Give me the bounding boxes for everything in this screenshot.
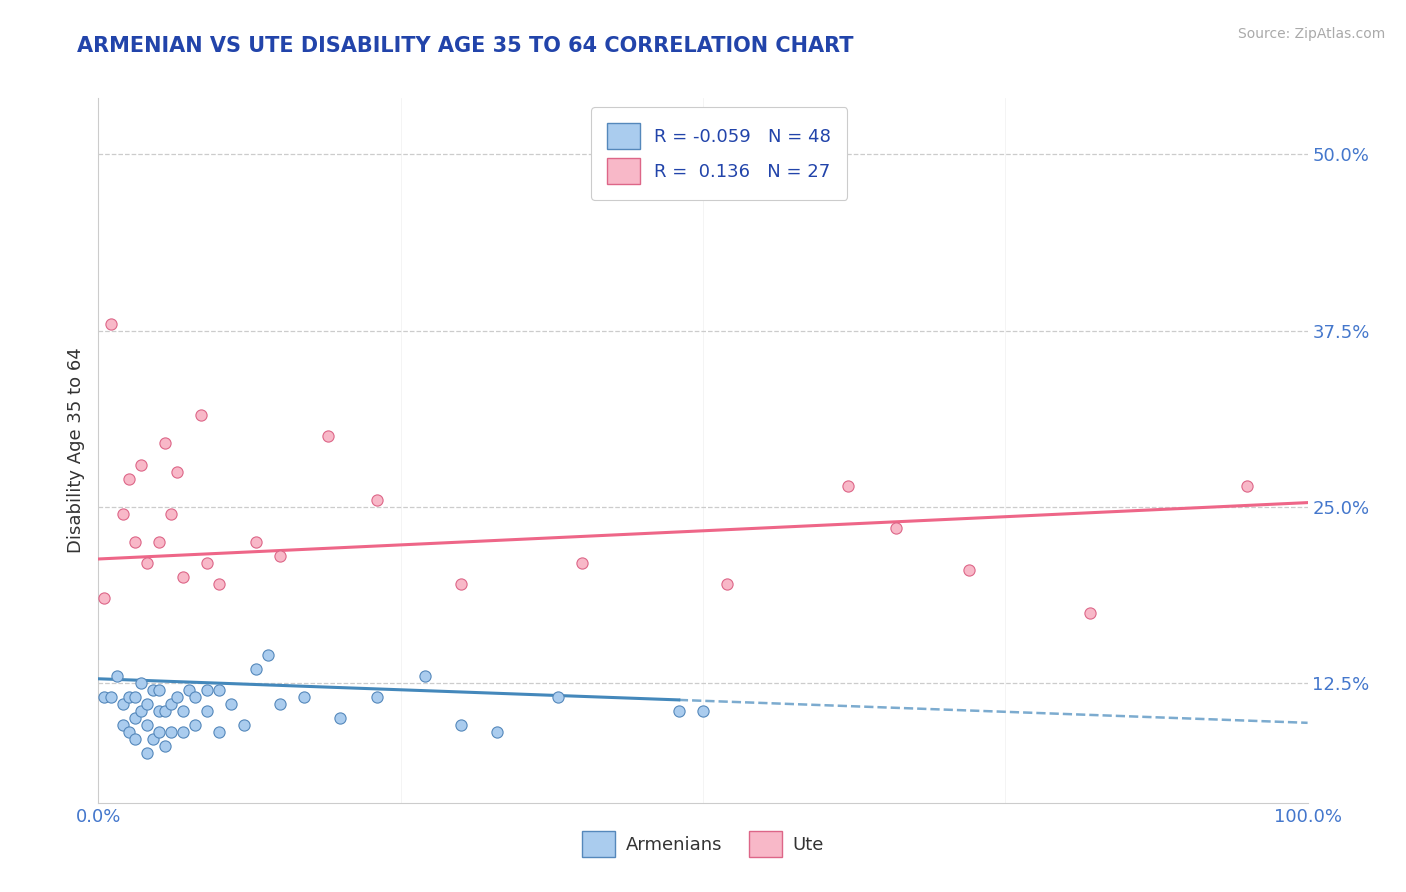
Point xyxy=(124,690,146,705)
Point xyxy=(142,732,165,747)
Point xyxy=(111,507,134,521)
Point xyxy=(148,683,170,698)
Point xyxy=(221,697,243,711)
Point xyxy=(148,704,170,718)
Point xyxy=(100,690,122,705)
Point xyxy=(118,725,141,739)
Point xyxy=(105,669,128,683)
Point xyxy=(93,591,115,606)
Point xyxy=(124,711,146,725)
Point xyxy=(153,704,176,718)
Point xyxy=(269,697,291,711)
Point xyxy=(179,683,201,698)
Point xyxy=(957,563,980,577)
Point xyxy=(232,718,254,732)
Point xyxy=(153,436,176,450)
Point xyxy=(208,683,231,698)
Point xyxy=(184,690,207,705)
Point xyxy=(316,429,339,443)
Point xyxy=(118,472,141,486)
Point xyxy=(245,662,267,676)
Text: Source: ZipAtlas.com: Source: ZipAtlas.com xyxy=(1237,27,1385,41)
Point xyxy=(129,676,152,690)
Point xyxy=(1236,478,1258,492)
Point xyxy=(269,549,291,564)
Point xyxy=(160,697,183,711)
Legend: Armenians, Ute: Armenians, Ute xyxy=(575,824,831,864)
Point xyxy=(135,697,157,711)
Y-axis label: Disability Age 35 to 64: Disability Age 35 to 64 xyxy=(66,348,84,553)
Point xyxy=(692,704,714,718)
Point xyxy=(837,478,859,492)
Point xyxy=(547,690,569,705)
Point xyxy=(195,704,218,718)
Point xyxy=(172,725,194,739)
Point xyxy=(329,711,352,725)
Point xyxy=(160,725,183,739)
Point xyxy=(716,577,738,591)
Point xyxy=(148,535,170,549)
Point xyxy=(245,535,267,549)
Point xyxy=(160,507,183,521)
Point xyxy=(166,465,188,479)
Point xyxy=(148,725,170,739)
Point xyxy=(413,669,436,683)
Text: ARMENIAN VS UTE DISABILITY AGE 35 TO 64 CORRELATION CHART: ARMENIAN VS UTE DISABILITY AGE 35 TO 64 … xyxy=(77,36,853,55)
Point xyxy=(195,683,218,698)
Point xyxy=(886,521,908,535)
Point xyxy=(111,718,134,732)
Point xyxy=(135,556,157,570)
Point xyxy=(135,718,157,732)
Point xyxy=(195,556,218,570)
Point xyxy=(129,458,152,472)
Point xyxy=(668,704,690,718)
Point xyxy=(1078,606,1101,620)
Point xyxy=(190,409,212,423)
Point xyxy=(486,725,509,739)
Point xyxy=(208,577,231,591)
Point xyxy=(135,747,157,761)
Point xyxy=(166,690,188,705)
Point xyxy=(256,648,278,662)
Point xyxy=(118,690,141,705)
Point xyxy=(172,570,194,584)
Point xyxy=(111,697,134,711)
Point xyxy=(208,725,231,739)
Point xyxy=(124,535,146,549)
Point xyxy=(292,690,315,705)
Point xyxy=(124,732,146,747)
Point xyxy=(366,690,388,705)
Point xyxy=(571,556,593,570)
Point xyxy=(153,739,176,754)
Point xyxy=(184,718,207,732)
Point xyxy=(366,492,388,507)
Point xyxy=(100,317,122,331)
Point xyxy=(129,704,152,718)
Point xyxy=(142,683,165,698)
Point xyxy=(450,718,472,732)
Point xyxy=(450,577,472,591)
Point xyxy=(172,704,194,718)
Point xyxy=(93,690,115,705)
